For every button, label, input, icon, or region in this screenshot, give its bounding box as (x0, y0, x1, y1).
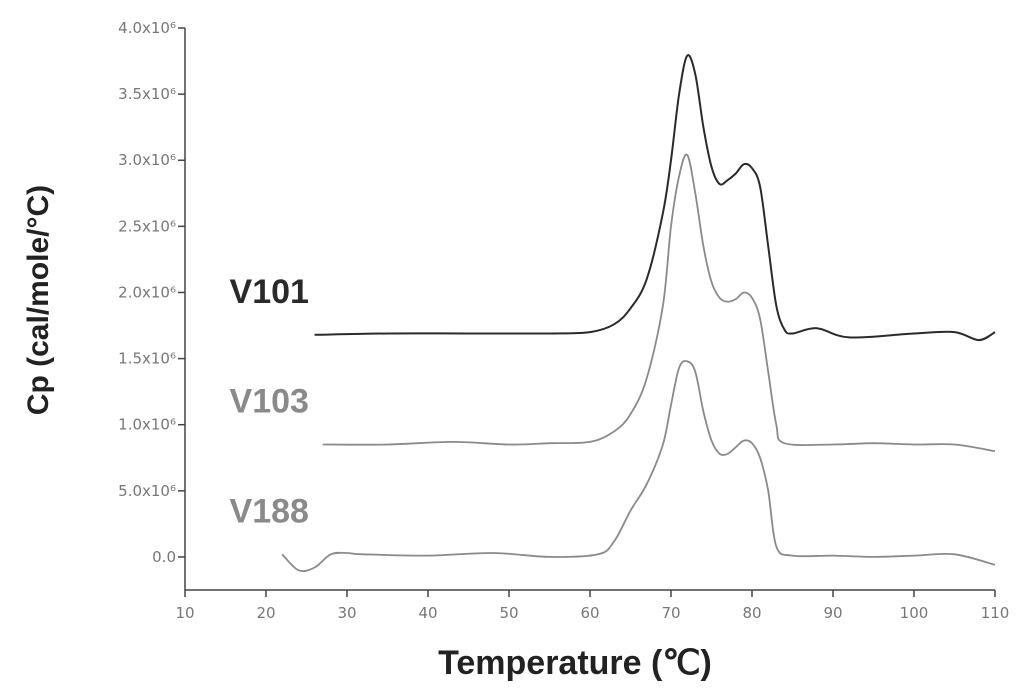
y-tick-label: 2.0x10⁶ (118, 283, 176, 301)
y-axis-title: Cp (cal/mole/°C) (22, 185, 55, 415)
y-tick-label: 1.0x10⁶ (118, 416, 176, 434)
series-line-v101 (314, 54, 996, 342)
x-tick-label: 50 (499, 604, 518, 622)
x-tick-label: 100 (900, 604, 929, 622)
series-line-v188 (281, 360, 996, 572)
x-tick-label: 110 (981, 604, 1010, 622)
x-tick-label: 70 (661, 604, 680, 622)
x-tick-label: 10 (175, 604, 194, 622)
y-tick-label: 4.0x10⁶ (118, 19, 176, 37)
series-label-v188: V188 (230, 492, 309, 530)
y-tick-label: 1.5x10⁶ (118, 350, 176, 368)
y-tick-label: 3.5x10⁶ (118, 85, 176, 103)
x-ticks: 10 20 30 40 50 60 70 80 90 100 110 (175, 590, 1009, 622)
series-labels: V101 V103 V188 (230, 273, 309, 531)
x-tick-label: 90 (823, 604, 842, 622)
x-tick-label: 20 (256, 604, 275, 622)
y-tick-label: 3.0x10⁶ (118, 151, 176, 169)
x-tick-label: 30 (337, 604, 356, 622)
series-label-v101: V101 (230, 273, 309, 311)
y-ticks: 0.0 5.0x10⁶ 1.0x10⁶ 1.5x10⁶ 2.0x10⁶ 2.5x10⁶ 3.… (118, 19, 185, 566)
y-tick-label: 2.5x10⁶ (118, 217, 176, 235)
x-tick-label: 80 (742, 604, 761, 622)
y-tick-label: 5.0x10⁶ (118, 482, 176, 500)
x-axis-title: Temperature (℃) (438, 644, 712, 682)
x-tick-label: 40 (418, 604, 437, 622)
series-line-v103 (322, 153, 996, 453)
series-label-v103: V103 (230, 383, 309, 421)
x-tick-label: 60 (580, 604, 599, 622)
series-lines (281, 54, 996, 572)
y-tick-label: 0.0 (152, 548, 176, 566)
